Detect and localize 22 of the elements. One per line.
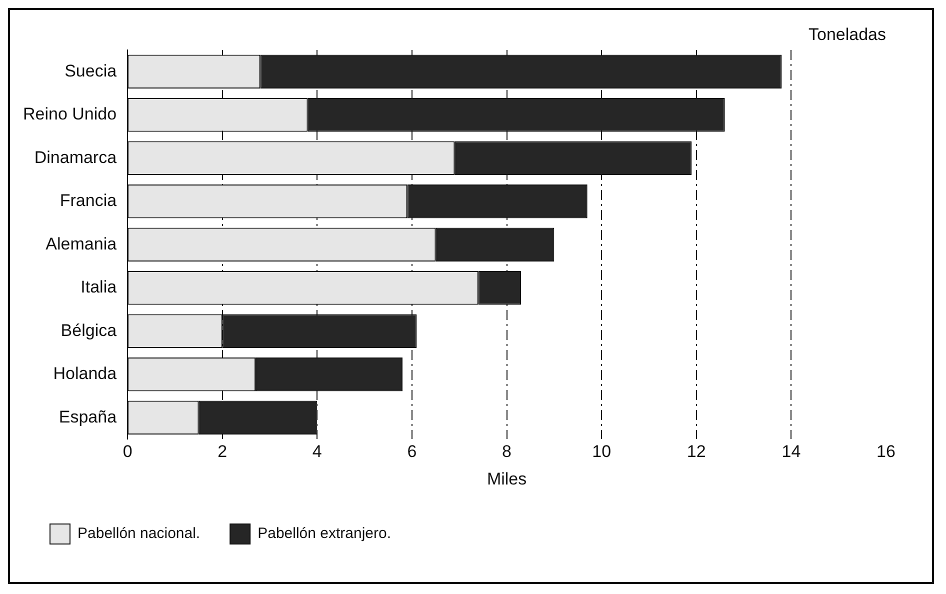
- x-tick-label: 16: [876, 442, 896, 462]
- y-tick-label: Suecia: [64, 61, 118, 80]
- legend-label: Pabellón extranjero.: [258, 525, 392, 542]
- legend-label: Pabellón nacional.: [78, 525, 200, 542]
- x-tick-label: 8: [502, 442, 512, 462]
- x-tick-label: 14: [782, 442, 801, 462]
- y-tick-label: Alemania: [46, 234, 118, 254]
- x-tick-label: 2: [218, 442, 228, 462]
- y-tick-label: Holanda: [53, 364, 118, 384]
- x-tick-label: 10: [592, 442, 612, 462]
- y-tick-label: Dinamarca: [34, 148, 118, 167]
- y-tick-label: Reino Unido: [22, 104, 117, 124]
- x-tick-label: 12: [686, 442, 706, 462]
- y-tick-label: España: [58, 407, 118, 426]
- x-axis-title: Miles: [486, 469, 527, 488]
- x-tick-label: 4: [312, 442, 322, 462]
- y-tick-label: Bélgica: [60, 320, 118, 340]
- y-tick-label: Francia: [60, 191, 118, 210]
- text: Toneladas: [808, 25, 886, 44]
- x-tick-label: 0: [122, 442, 132, 462]
- y-tick-label: Italia: [80, 278, 118, 297]
- x-tick-label: 6: [407, 442, 417, 462]
